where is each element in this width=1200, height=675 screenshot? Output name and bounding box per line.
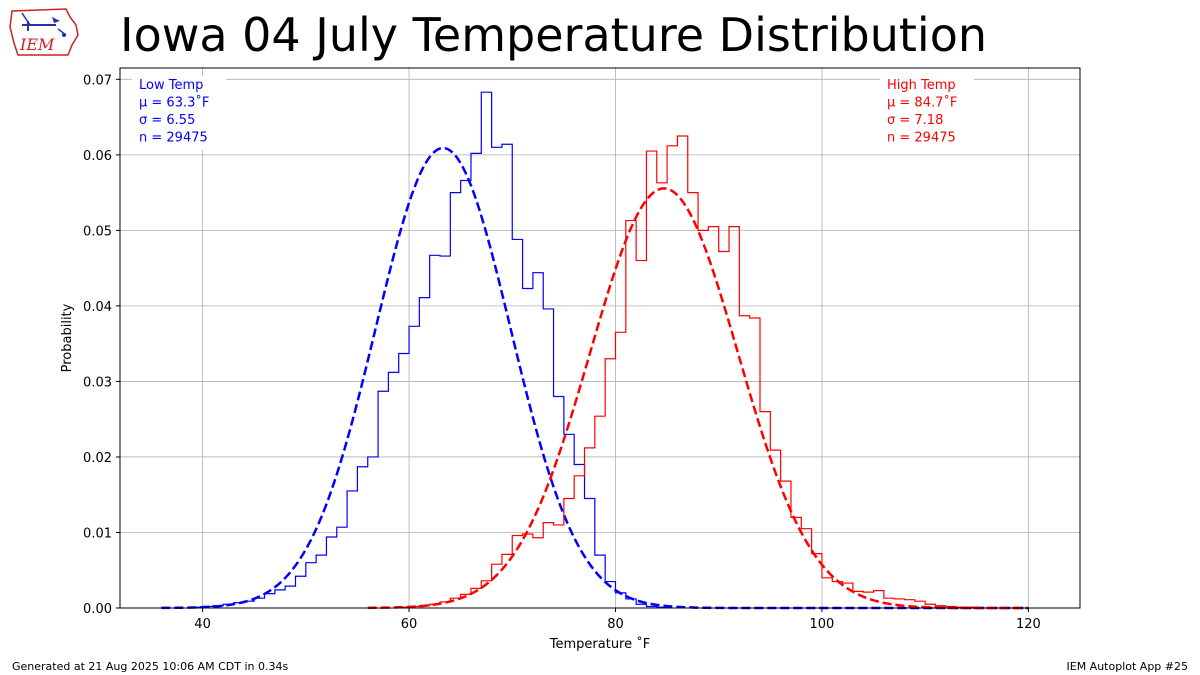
low-temp-stat-line: Low Temp [139, 78, 203, 93]
y-tick-label: 0.02 [83, 451, 112, 466]
logo-text: IEM [19, 35, 55, 54]
plot-frame [119, 67, 1081, 609]
x-tick-label: 120 [1016, 617, 1041, 632]
legend-layer: Low Temp μ = 63.3˚F σ = 6.55 n = 29475 High … [132, 76, 974, 150]
x-tick-label: 80 [607, 617, 624, 632]
x-tick-label: 100 [810, 617, 835, 632]
tick-layer: 40 60 80 100 120 0.00 0.01 0.02 0.03 0.04 0.05 0.06… [83, 73, 1041, 632]
high-temp-stat-line: n = 29475 [887, 131, 956, 146]
x-tick-label: 60 [401, 617, 418, 632]
low-temp-stat-line: n = 29475 [139, 131, 208, 146]
y-tick-label: 0.03 [83, 375, 112, 390]
low-temp-histogram [191, 91, 668, 608]
y-tick-label: 0.01 [83, 526, 112, 541]
high-temp-stats-box [880, 76, 974, 150]
high-temp-normal-fit-curve [367, 187, 1029, 610]
y-tick-label: 0.04 [83, 300, 112, 315]
high-temp-stat-line: High Temp [887, 78, 956, 93]
app-label: IEM Autoplot App #25 [1066, 660, 1189, 673]
generated-timestamp: Generated at 21 Aug 2025 10:06 AM CDT in… [12, 660, 289, 673]
high-temp-stat-line: μ = 84.7˚F [887, 95, 957, 111]
iem-logo: IEM [8, 5, 82, 60]
x-tick-label: 40 [194, 617, 211, 632]
low-temp-stats-box [132, 76, 226, 150]
y-tick-label: 0.05 [83, 224, 112, 239]
y-tick-label: 0.00 [83, 602, 112, 617]
x-axis-label: Temperature ˚F [549, 636, 650, 652]
chart-title: Iowa 04 July Temperature Distribution [120, 8, 988, 62]
high-temp-histogram [398, 135, 978, 608]
low-temp-stat-line: σ = 6.55 [139, 113, 195, 128]
high-temp-stat-line: σ = 7.18 [887, 113, 943, 128]
y-axis-label: Probability [60, 303, 75, 372]
low-temp-stat-line: μ = 63.3˚F [139, 95, 209, 111]
series-layer [161, 91, 1029, 610]
y-tick-label: 0.06 [83, 149, 112, 164]
y-tick-label: 0.07 [83, 73, 112, 88]
